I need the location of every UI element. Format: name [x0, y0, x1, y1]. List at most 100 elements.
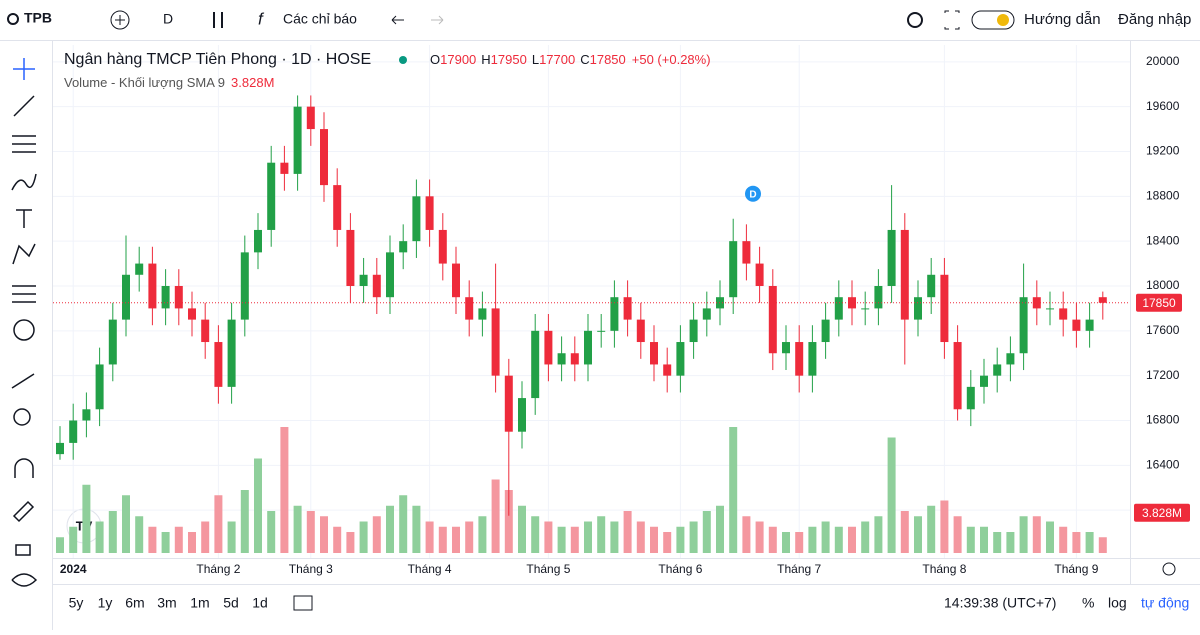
- volume-bar: [320, 516, 328, 553]
- candle-body: [1072, 319, 1081, 331]
- fib-tool[interactable]: [12, 135, 36, 153]
- crosshair-tool[interactable]: [13, 58, 35, 80]
- theme-toggle: [997, 14, 1009, 26]
- candle-body: [372, 274, 381, 298]
- interval[interactable]: D: [163, 11, 173, 27]
- candle-body: [1059, 308, 1068, 320]
- volume-bar: [359, 521, 368, 553]
- volume-bar: [927, 505, 936, 553]
- volume-bar: [861, 521, 870, 553]
- volume-bar: [795, 532, 804, 553]
- range-button[interactable]: 3m: [157, 595, 176, 611]
- candle-body: [795, 342, 804, 376]
- line-tool[interactable]: [13, 95, 35, 117]
- axis-settings[interactable]: [1162, 562, 1176, 576]
- add-icon[interactable]: [110, 10, 130, 30]
- forecast-tool[interactable]: [12, 285, 36, 303]
- drawing-toolbar: [11, 58, 38, 587]
- y-tick-label: 20000: [1146, 54, 1180, 68]
- fx-icon[interactable]: f: [258, 9, 265, 28]
- undo[interactable]: [391, 15, 404, 25]
- volume-bar: [1046, 521, 1054, 553]
- x-tick-label: Tháng 8: [922, 562, 966, 576]
- draw-mode-tool[interactable]: [12, 500, 35, 523]
- candle-body: [874, 285, 883, 309]
- chart-type-icon[interactable]: [213, 12, 223, 28]
- volume-bar: [808, 526, 817, 553]
- volume-bar: [900, 511, 909, 553]
- candle-body: [201, 319, 210, 343]
- candle-body: [1006, 353, 1015, 365]
- volume-legend: Volume - Khối lượng SMA 9 3.828M: [64, 75, 274, 90]
- magnet-tool[interactable]: [14, 458, 34, 478]
- range-button[interactable]: 1d: [252, 595, 268, 611]
- range-button[interactable]: 1y: [98, 595, 113, 611]
- volume-bar: [504, 490, 513, 553]
- x-tick-label: 2024: [60, 562, 87, 576]
- volume-bar: [188, 532, 196, 553]
- x-tick-label: Tháng 5: [526, 562, 570, 576]
- range-button[interactable]: 5y: [69, 595, 84, 611]
- candle-body: [425, 196, 434, 230]
- candle-body: [412, 196, 421, 242]
- x-tick-label: Tháng 4: [408, 562, 452, 576]
- volume-bar: [82, 484, 91, 553]
- brush-tool[interactable]: [11, 173, 37, 191]
- percent-toggle[interactable]: %: [1082, 595, 1094, 611]
- text-tool[interactable]: [16, 209, 32, 228]
- volume-bar: [227, 521, 236, 553]
- candle-body: [729, 241, 738, 298]
- y-tick-label: 18800: [1146, 188, 1180, 202]
- candle-body: [544, 330, 553, 365]
- lock-tool[interactable]: [15, 544, 31, 556]
- dividend-marker[interactable]: [745, 185, 761, 202]
- icon-tool[interactable]: [13, 319, 35, 341]
- candle-body: [214, 342, 223, 387]
- volume-bar: [782, 532, 790, 553]
- candle-body: [531, 330, 540, 399]
- candle-body: [610, 297, 619, 331]
- volume-bar: [531, 516, 540, 553]
- volume-bar: [1032, 516, 1041, 553]
- volume-bar: [280, 427, 289, 553]
- candle-body: [623, 297, 632, 320]
- ohlc-value: 17950: [491, 52, 527, 67]
- auto-toggle[interactable]: tự động: [1141, 595, 1189, 611]
- fullscreen[interactable]: [944, 10, 960, 30]
- pattern-tool[interactable]: [12, 243, 36, 265]
- login[interactable]: Đăng nhập: [1118, 11, 1191, 28]
- log-toggle[interactable]: log: [1108, 595, 1127, 611]
- zoom-tool[interactable]: [13, 408, 31, 426]
- volume-bar: [254, 458, 262, 553]
- volume-bar: [135, 516, 144, 553]
- volume-bar: [597, 516, 606, 553]
- range-button[interactable]: 6m: [125, 595, 144, 611]
- symbol[interactable]: TPB: [24, 10, 52, 26]
- range-button[interactable]: 1m: [190, 595, 209, 611]
- redo[interactable]: [431, 15, 444, 25]
- goto-date[interactable]: [293, 595, 313, 611]
- volume-bar: [940, 500, 949, 553]
- hide-tool[interactable]: [11, 573, 38, 587]
- candle-body: [188, 308, 196, 320]
- volume-bar: [214, 495, 223, 553]
- candle-body: [69, 420, 78, 443]
- settings[interactable]: [907, 12, 923, 28]
- y-tick-label: 18000: [1146, 278, 1180, 292]
- indicators[interactable]: Các chỉ báo: [283, 11, 357, 27]
- volume-bar: [584, 521, 592, 553]
- candle-body: [940, 274, 949, 343]
- volume-bar: [689, 521, 698, 553]
- volume-bar: [570, 526, 579, 553]
- ohlc-label: H: [481, 52, 490, 67]
- candle-body: [663, 364, 672, 376]
- range-button[interactable]: 5d: [223, 595, 239, 611]
- candle-body: [1046, 308, 1054, 310]
- guide[interactable]: Hướng dẫn: [1024, 11, 1101, 28]
- y-tick-label: 17200: [1146, 368, 1180, 382]
- search-icon[interactable]: [7, 13, 19, 25]
- ruler-tool[interactable]: [11, 373, 35, 389]
- candle-body: [808, 342, 817, 376]
- ohlc-label: O: [430, 52, 440, 67]
